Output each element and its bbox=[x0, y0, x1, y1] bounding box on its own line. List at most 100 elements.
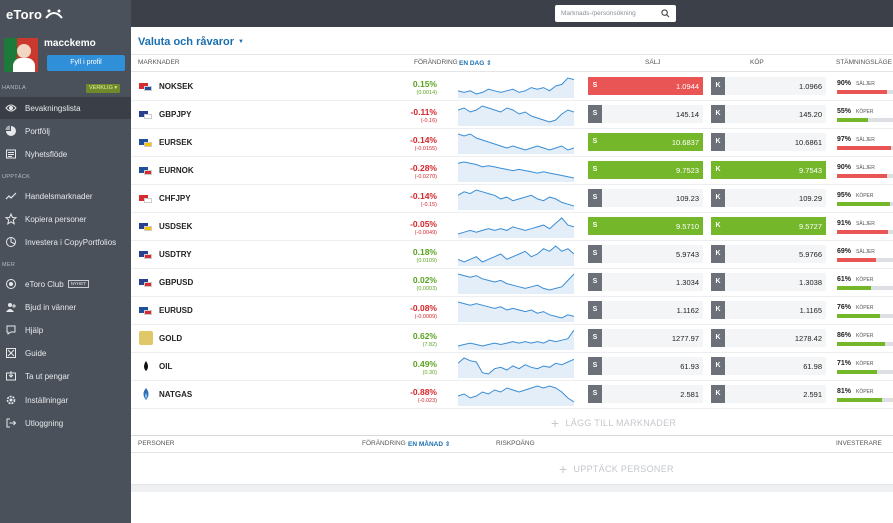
sidebar-item-etoro-club[interactable]: eToro Club NYHET bbox=[0, 273, 131, 295]
buy-button[interactable]: K 1.1165 bbox=[711, 301, 826, 319]
buy-button[interactable]: K 61.98 bbox=[711, 357, 826, 375]
market-row[interactable]: USDTRY 0.18% (0.0109) S 5.9743 K 5.9766 69% SÄLJ… bbox=[131, 241, 893, 269]
col-risk: RISKPOÄNG bbox=[496, 440, 535, 447]
buy-tag: K bbox=[711, 133, 725, 151]
buy-button[interactable]: K 109.29 bbox=[711, 189, 826, 207]
sidebar-item-settings[interactable]: Inställningar bbox=[0, 389, 131, 411]
sidebar-item-help[interactable]: Hjälp bbox=[0, 319, 131, 341]
sell-button[interactable]: S 1.1162 bbox=[588, 301, 703, 319]
buy-button[interactable]: K 5.9766 bbox=[711, 245, 826, 263]
etoro-logo[interactable]: eToro bbox=[6, 4, 65, 24]
sidebar-item-watchlist[interactable]: Bevakningslista bbox=[0, 97, 131, 119]
market-row[interactable]: USDSEK -0.05% (-0.0049) S 9.5710 K 9.5727 91% SÄ… bbox=[131, 213, 893, 241]
buy-price: 1.3038 bbox=[799, 278, 822, 287]
sparkline-line bbox=[458, 77, 574, 95]
sentiment-label: KÖPER bbox=[856, 277, 874, 283]
add-markets-button[interactable]: + LÄGG TILL MARKNADER bbox=[551, 415, 676, 431]
sell-button[interactable]: S 1.3034 bbox=[588, 273, 703, 291]
sidebar-item-newsfeed[interactable]: Nyhetsflöde bbox=[0, 143, 131, 165]
sell-button[interactable]: S 1.0944 bbox=[588, 77, 703, 95]
market-symbol[interactable]: EURNOK bbox=[159, 166, 194, 175]
buy-button[interactable]: K 10.6861 bbox=[711, 133, 826, 151]
sell-button[interactable]: S 61.93 bbox=[588, 357, 703, 375]
sidebar-item-copy-people[interactable]: Kopiera personer bbox=[0, 208, 131, 230]
buy-button[interactable]: K 1.3038 bbox=[711, 273, 826, 291]
sidebar-item-withdraw[interactable]: Ta ut pengar bbox=[0, 365, 131, 387]
sidebar-item-portfolio[interactable]: Portfölj bbox=[0, 120, 131, 142]
market-symbol[interactable]: GOLD bbox=[159, 334, 183, 343]
sentiment-bar-fill bbox=[837, 370, 877, 374]
market-row[interactable]: GBPUSD 0.02% (0.0003) S 1.3034 K 1.3038 61% KÖPE… bbox=[131, 269, 893, 297]
buy-button[interactable]: K 9.5727 bbox=[711, 217, 826, 235]
sell-tag: S bbox=[588, 385, 602, 403]
market-row[interactable]: NOKSEK 0.15% (0.0014) S 1.0944 K 1.0966 90% SÄLJ… bbox=[131, 73, 893, 101]
sidebar-item-invite-friends[interactable]: Bjud in vänner bbox=[0, 296, 131, 318]
market-symbol[interactable]: OIL bbox=[159, 362, 173, 371]
change-percent: 0.15% bbox=[412, 79, 437, 89]
sell-tag: S bbox=[588, 189, 602, 207]
sidebar-item-copyportfolios[interactable]: Investera i CopyPortfolios bbox=[0, 231, 131, 253]
sparkline-chart bbox=[458, 385, 574, 406]
market-symbol[interactable]: GBPUSD bbox=[159, 278, 194, 287]
sentiment-label: SÄLJER bbox=[856, 81, 875, 87]
sell-button[interactable]: S 1277.97 bbox=[588, 329, 703, 347]
market-symbol[interactable]: USDTRY bbox=[159, 250, 192, 259]
market-symbol[interactable]: EURUSD bbox=[159, 306, 193, 315]
search-icon[interactable] bbox=[661, 9, 670, 18]
sell-button[interactable]: S 5.9743 bbox=[588, 245, 703, 263]
watchlist-selector[interactable]: Valuta och råvaror ▼ bbox=[138, 36, 244, 48]
buy-button[interactable]: K 1278.42 bbox=[711, 329, 826, 347]
avatar[interactable] bbox=[4, 38, 38, 72]
sell-button[interactable]: S 9.5710 bbox=[588, 217, 703, 235]
buy-button[interactable]: K 145.20 bbox=[711, 105, 826, 123]
currency-flag-icon bbox=[139, 83, 152, 91]
market-symbol[interactable]: GBPJPY bbox=[159, 110, 192, 119]
market-symbol[interactable]: CHFJPY bbox=[159, 194, 191, 203]
sell-button[interactable]: S 10.6837 bbox=[588, 133, 703, 151]
currency-flag-icon bbox=[139, 307, 152, 315]
market-row[interactable]: CHFJPY -0.14% (-0.15) S 109.23 K 109.29 95% KÖPE… bbox=[131, 185, 893, 213]
change-percent: 0.02% bbox=[412, 275, 437, 285]
change-period-sort[interactable]: EN DAG ⇕ bbox=[459, 60, 492, 67]
buy-button[interactable]: K 9.7543 bbox=[711, 161, 826, 179]
sidebar-item-logout[interactable]: Utloggning bbox=[0, 412, 131, 434]
sentiment-label: SÄLJER bbox=[856, 165, 875, 171]
change-percent: 0.18% bbox=[412, 247, 437, 257]
sell-button[interactable]: S 9.7523 bbox=[588, 161, 703, 179]
market-symbol[interactable]: NATGAS bbox=[159, 390, 193, 399]
market-symbol[interactable]: EURSEK bbox=[159, 138, 193, 147]
change-absolute: (-0.16) bbox=[420, 118, 437, 124]
buy-button[interactable]: K 2.591 bbox=[711, 385, 826, 403]
buy-price: 61.98 bbox=[803, 362, 822, 371]
fill-profile-button[interactable]: Fyll i profil bbox=[47, 55, 125, 71]
buy-button[interactable]: K 1.0966 bbox=[711, 77, 826, 95]
market-symbol[interactable]: USDSEK bbox=[159, 222, 193, 231]
market-row[interactable]: EURSEK -0.14% (-0.0155) S 10.6837 K 10.6861 97%… bbox=[131, 129, 893, 157]
sidebar-item-markets[interactable]: Handelsmarknader bbox=[0, 185, 131, 207]
sentiment-percent: 61% bbox=[837, 276, 852, 283]
sentiment-percent: 86% bbox=[837, 332, 852, 339]
search-input[interactable] bbox=[561, 5, 657, 22]
sell-button[interactable]: S 109.23 bbox=[588, 189, 703, 207]
market-row[interactable]: OIL 0.49% (0.30) S 61.93 K 61.98 71% KÖPER bbox=[131, 353, 893, 381]
new-badge: NYHET bbox=[67, 280, 89, 289]
market-row[interactable]: EURNOK -0.28% (-0.0270) S 9.7523 K 9.7543 90% SÄ… bbox=[131, 157, 893, 185]
market-row[interactable]: GBPJPY -0.11% (-0.16) S 145.14 K 145.20 55% KÖPE… bbox=[131, 101, 893, 129]
sidebar-item-guide[interactable]: Guide bbox=[0, 342, 131, 364]
market-row[interactable]: EURUSD -0.08% (-0.0009) S 1.1162 K 1.1165 76% KÖ… bbox=[131, 297, 893, 325]
change-absolute: (0.0014) bbox=[416, 90, 438, 96]
sell-button[interactable]: S 2.581 bbox=[588, 385, 703, 403]
sidebar-item-label: Utloggning bbox=[25, 418, 64, 428]
market-row[interactable]: NATGAS -0.88% (-0.023) S 2.581 K 2.591 81% KÖPER bbox=[131, 381, 893, 409]
sell-button[interactable]: S 145.14 bbox=[588, 105, 703, 123]
sidebar-item-label: Guide bbox=[25, 348, 47, 358]
sentiment-bar-fill bbox=[837, 174, 888, 178]
market-row[interactable]: GOLD 0.62% (7.82) S 1277.97 K 1278.42 86% KÖPER bbox=[131, 325, 893, 353]
market-symbol[interactable]: NOKSEK bbox=[159, 82, 194, 91]
sentiment-bar bbox=[837, 342, 893, 346]
buy-tag: K bbox=[711, 357, 725, 375]
account-mode-toggle[interactable]: VERKLIG ▾ bbox=[86, 84, 121, 93]
people-change-period-sort[interactable]: EN MÅNAD ⇕ bbox=[408, 441, 451, 448]
discover-people-button[interactable]: + UPPTÄCK PERSONER bbox=[559, 461, 674, 477]
change-absolute: (-0.0009) bbox=[414, 314, 437, 320]
